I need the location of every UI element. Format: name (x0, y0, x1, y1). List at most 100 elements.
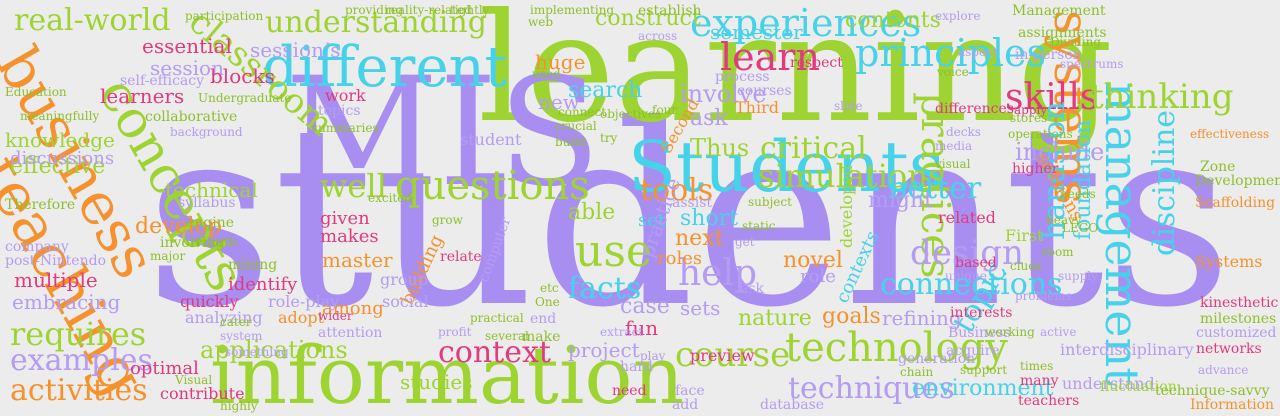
word-cloud-word: system (220, 329, 263, 343)
word-cloud-word: cater (220, 315, 252, 329)
word-cloud-word: advance (1198, 363, 1249, 377)
word-cloud-word: several (485, 329, 529, 343)
word-cloud-word: kinesthetic (1200, 295, 1279, 311)
word-cloud-word: try (600, 131, 618, 145)
word-cloud-word: assist (672, 195, 713, 211)
word-cloud-word: etc (540, 281, 559, 295)
word-cloud-word: stores (1010, 111, 1048, 125)
word-cloud-word: short (680, 206, 739, 231)
word-cloud-word: chain (900, 365, 934, 379)
word-cloud-word: supply (1058, 269, 1098, 283)
word-cloud-word: First (1005, 226, 1044, 245)
word-cloud-word: networks (1196, 341, 1262, 357)
word-cloud-word: excited (368, 191, 413, 205)
word-cloud-word: among (322, 298, 384, 319)
word-cloud-word: One (535, 295, 560, 309)
word-cloud-word: role (800, 266, 836, 287)
word-cloud-word: add (672, 397, 699, 413)
word-cloud-word: involving (160, 235, 225, 251)
word-cloud-word: many (1020, 373, 1059, 389)
word-cloud-word: problems (1015, 289, 1072, 303)
word-cloud-word: set (638, 210, 666, 231)
word-cloud-word: develop (135, 214, 222, 239)
word-cloud-word: face (675, 383, 705, 399)
word-cloud-word: MIS (285, 46, 601, 220)
word-cloud-word: knowledge (5, 128, 115, 152)
word-cloud-word: extract (600, 325, 644, 339)
word-cloud-word: real-world (14, 3, 171, 38)
word-cloud-word: differences (935, 101, 1014, 117)
word-cloud-word: Students (628, 126, 945, 208)
word-cloud-word: might (868, 188, 933, 213)
word-cloud-word: database (760, 397, 825, 413)
word-cloud-word: interests (950, 305, 1013, 321)
word-cloud-word: adopt (278, 308, 325, 327)
word-cloud-word: studies (400, 370, 473, 394)
word-cloud-word: Dividing (1050, 35, 1102, 49)
word-cloud-word: identify (228, 274, 298, 295)
word-cloud-word: meaningfully (20, 109, 100, 123)
word-cloud-word: self-efficacy (120, 73, 205, 89)
word-cloud-word: collaborative (145, 109, 238, 125)
word-cloud-word: need (612, 383, 647, 399)
word-cloud-word: master (322, 248, 393, 272)
word-cloud-word: semester (710, 20, 803, 44)
word-cloud-word: milestones (1200, 311, 1277, 327)
word-cloud-word: facts (568, 271, 642, 306)
word-cloud-word: voice (937, 65, 969, 79)
word-cloud-word: objectives (600, 107, 662, 121)
word-cloud-word: technology (785, 325, 1008, 371)
word-cloud-word: tools (640, 173, 714, 208)
word-cloud-word: company (5, 239, 69, 255)
word-cloud-word: technique-savvy (1155, 383, 1270, 399)
word-cloud-word: slide (834, 99, 863, 113)
word-cloud-word: contents (845, 8, 941, 33)
word-cloud-word: something (225, 345, 289, 359)
word-cloud-word: novel (783, 248, 843, 273)
word-cloud-word: Systems (1195, 252, 1263, 271)
word-cloud-word: huge (535, 50, 586, 74)
word-cloud-word: Business (948, 325, 1011, 341)
word-cloud-word: examples (10, 343, 153, 378)
word-cloud-word: learners (100, 84, 185, 108)
word-cloud-word: establish (638, 3, 702, 19)
word-cloud-word: active (1040, 325, 1077, 339)
word-cloud-word: ask (740, 281, 765, 297)
word-cloud-word: used (532, 67, 561, 81)
word-cloud-word: skills (1005, 77, 1099, 118)
word-cloud-word: heavy (1046, 213, 1082, 227)
word-cloud-word: mining (228, 257, 278, 273)
word-cloud-word: better (888, 171, 982, 206)
word-cloud-word: get (735, 235, 755, 249)
word-cloud-word: preview (690, 346, 755, 365)
word-cloud-word: crucial (555, 119, 597, 133)
word-cloud-word: customized (1196, 325, 1277, 341)
word-cloud-word: developed (837, 165, 856, 248)
word-cloud-word: role-play (268, 292, 340, 311)
word-cloud-word: based (955, 255, 997, 271)
word-cloud-word: use (575, 226, 652, 277)
word-cloud-word: background (170, 125, 243, 139)
word-cloud-word: practical (470, 311, 524, 325)
word-cloud-word: search (568, 78, 643, 103)
word-cloud-word: reality-related (385, 3, 472, 17)
word-cloud-word: interdisciplinary (1060, 340, 1194, 359)
word-cloud-word: LEGO (1062, 221, 1099, 235)
word-cloud-word: acquire (946, 343, 1000, 359)
word-cloud-word: times (1020, 359, 1054, 373)
word-cloud-word: student (460, 130, 522, 149)
word-cloud-word: respect (790, 55, 843, 71)
word-cloud-word: course (675, 335, 791, 375)
word-cloud-word: attention (318, 325, 383, 341)
word-cloud-word: hard (620, 359, 654, 375)
word-cloud-word: effective (10, 154, 106, 179)
word-cloud-word: wider (318, 309, 353, 323)
word-cloud-word: Undergraduate (198, 91, 292, 105)
word-cloud-word: session (150, 56, 224, 80)
word-cloud-word: thinking (1090, 77, 1234, 117)
word-cloud-word: build (555, 135, 586, 149)
word-cloud-word: connections (880, 267, 1063, 302)
word-cloud-word: play (640, 349, 666, 363)
word-cloud-word: group (380, 270, 429, 289)
